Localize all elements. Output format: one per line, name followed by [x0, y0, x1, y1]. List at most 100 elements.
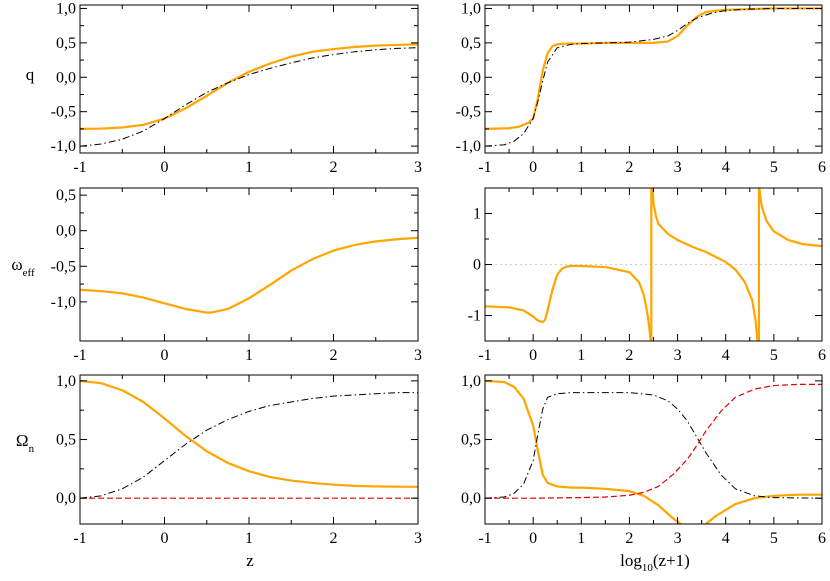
series-group — [485, 7, 822, 147]
panels: -1 0 1 2 3 -1,0 -0,5 0,0 0,5 1,0 -1 0 1 2 3 4 5 6 -1,0 -0,5… — [51, 0, 826, 547]
xtick-label: 1 — [577, 530, 585, 547]
ytick-label: -1,0 — [51, 294, 76, 311]
ytick-label: 0,5 — [461, 432, 481, 449]
ylabel-omega-sub: eff — [23, 267, 35, 279]
xtick-label: 3 — [674, 159, 682, 176]
xtick-label: -1 — [478, 530, 491, 547]
xtick-label: 0 — [161, 159, 169, 176]
ytick-label: 1 — [473, 206, 481, 223]
xlabel-z: z — [246, 551, 254, 570]
panel-q_z: -1 0 1 2 3 -1,0 -0,5 0,0 0,5 1,0 — [51, 0, 422, 176]
series-orange-0 — [485, 264, 652, 341]
xtick-label: -1 — [73, 347, 86, 364]
xlabel-log-main: log — [620, 551, 642, 570]
ylabel-Omega-sub: n — [29, 443, 35, 455]
xtick-label: -1 — [73, 530, 86, 547]
series-black-1 — [485, 7, 822, 147]
ytick-label: -1 — [468, 308, 481, 325]
xtick-label: 3 — [414, 347, 422, 364]
xtick-label: 4 — [722, 159, 730, 176]
xtick-label: 3 — [414, 530, 422, 547]
plot-frame — [79, 374, 419, 525]
xtick-label: 0 — [161, 530, 169, 547]
panel-O_log: -1 0 1 2 3 4 5 6 0,0 0,5 1,0 — [461, 373, 826, 547]
ylabel-Omega-main: Ω — [16, 431, 29, 450]
series-orange-0 — [485, 7, 822, 131]
ytick-label: -1,0 — [456, 138, 481, 155]
ytick-label: 0,0 — [461, 490, 481, 507]
ytick-label: 1,0 — [56, 0, 76, 17]
ytick-label: 0,5 — [461, 35, 481, 52]
xtick-label: 0 — [529, 347, 537, 364]
ytick-label: 0,5 — [56, 35, 76, 52]
ytick-label: 0,5 — [56, 187, 76, 204]
ylabel-Omega-n: Ωn — [16, 431, 35, 455]
panel-w_log: -1 0 1 2 3 4 5 6 -1 0 1 — [468, 187, 826, 364]
ytick-label: 0,0 — [56, 69, 76, 86]
xtick-label: 3 — [674, 530, 682, 547]
xtick-label: 1 — [245, 347, 253, 364]
xtick-label: 1 — [577, 347, 585, 364]
ylabel-omega-main: ω — [11, 255, 22, 274]
series-orange-0 — [80, 43, 418, 131]
series-orange-0 — [80, 379, 418, 488]
xtick-label: 0 — [529, 530, 537, 547]
panel-w_z: -1 0 1 2 3 -1,0 -0,5 0,0 0,5 — [51, 187, 422, 364]
xtick-label: 1 — [577, 159, 585, 176]
plot-frame — [484, 4, 823, 154]
xtick-label: 6 — [818, 159, 826, 176]
series-orange-2 — [758, 188, 822, 248]
xtick-label: -1 — [73, 159, 86, 176]
ylabel-q: q — [26, 65, 35, 84]
series-black-1 — [80, 392, 418, 499]
xtick-label: -1 — [478, 347, 491, 364]
series-orange-0 — [80, 236, 418, 314]
xtick-label: 5 — [770, 347, 778, 364]
ytick-label: -0,5 — [456, 104, 481, 121]
series-black-1 — [485, 392, 822, 499]
series-black-1 — [80, 47, 418, 147]
ylabel-omega-eff: ωeff — [11, 255, 35, 279]
plot-frame — [79, 4, 419, 154]
ytick-label: -0,5 — [51, 104, 76, 121]
ytick-label: 1,0 — [461, 0, 481, 17]
panel-O_z: -1 0 1 2 3 0,0 0,5 1,0 — [56, 373, 422, 547]
xtick-label: 2 — [330, 159, 338, 176]
xtick-label: -1 — [478, 159, 491, 176]
series-group — [80, 379, 418, 499]
xtick-label: 2 — [330, 530, 338, 547]
xtick-label: 4 — [722, 530, 730, 547]
xlabel-log-sub: 10 — [642, 562, 654, 574]
xtick-label: 6 — [818, 530, 826, 547]
xlabel-log10: log10(z+1) — [620, 551, 690, 574]
ytick-label: 1,0 — [56, 373, 76, 390]
plot-frame — [79, 187, 419, 342]
xtick-label: 5 — [770, 530, 778, 547]
xtick-label: 3 — [674, 347, 682, 364]
series-group — [80, 236, 418, 314]
panel-q_log: -1 0 1 2 3 4 5 6 -1,0 -0,5 0,0 0,5 1,0 — [456, 0, 826, 176]
series-orange-1 — [651, 188, 759, 341]
xtick-label: 1 — [245, 159, 253, 176]
xtick-label: 3 — [414, 159, 422, 176]
ytick-label: -1,0 — [51, 138, 76, 155]
ytick-label: 0 — [473, 257, 481, 274]
series-red-2 — [485, 383, 822, 499]
ytick-label: 0,0 — [56, 223, 76, 240]
xlabel-log-arg: (z+1) — [653, 551, 690, 570]
ytick-label: 0,5 — [56, 432, 76, 449]
xtick-label: 2 — [625, 159, 633, 176]
series-group — [485, 188, 822, 341]
series-group — [485, 379, 822, 524]
ytick-label: -0,5 — [51, 258, 76, 275]
xtick-label: 1 — [245, 530, 253, 547]
xtick-label: 6 — [818, 347, 826, 364]
ytick-label: 0,0 — [56, 490, 76, 507]
xtick-label: 0 — [529, 159, 537, 176]
xtick-label: 4 — [722, 347, 730, 364]
xtick-label: 0 — [161, 347, 169, 364]
ytick-label: 0,0 — [461, 69, 481, 86]
ytick-label: 1,0 — [461, 373, 481, 390]
xtick-label: 2 — [625, 347, 633, 364]
